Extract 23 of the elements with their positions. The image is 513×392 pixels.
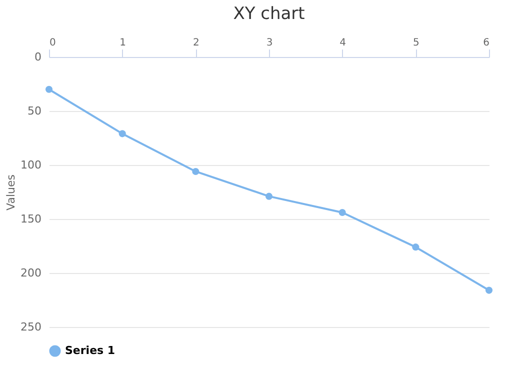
x-tick-label: 2 [192, 38, 200, 48]
x-tick-label: 3 [266, 38, 273, 48]
point [45, 86, 53, 93]
y-axis-title: Values [4, 174, 18, 210]
x-tick-label: 0 [50, 38, 56, 48]
y-tick-label: 250 [20, 320, 42, 334]
y-tick-label: 200 [20, 266, 42, 280]
x-tick-label: 4 [340, 38, 346, 48]
y-tick-label: 0 [34, 50, 42, 64]
chart-title: XY chart [233, 4, 306, 24]
point [265, 192, 273, 200]
x-tick-label: 6 [483, 38, 490, 48]
legend-label: Series 1 [65, 344, 116, 357]
x-tick-label: 1 [120, 38, 126, 48]
point [485, 286, 493, 294]
point [118, 130, 126, 138]
point [338, 208, 346, 216]
point [192, 168, 200, 176]
y-tick-label: 50 [28, 104, 42, 118]
y-tick-label: 150 [20, 212, 42, 226]
y-tick-label: 100 [20, 158, 42, 172]
x-tick-label: 5 [412, 38, 420, 48]
point [412, 244, 420, 251]
